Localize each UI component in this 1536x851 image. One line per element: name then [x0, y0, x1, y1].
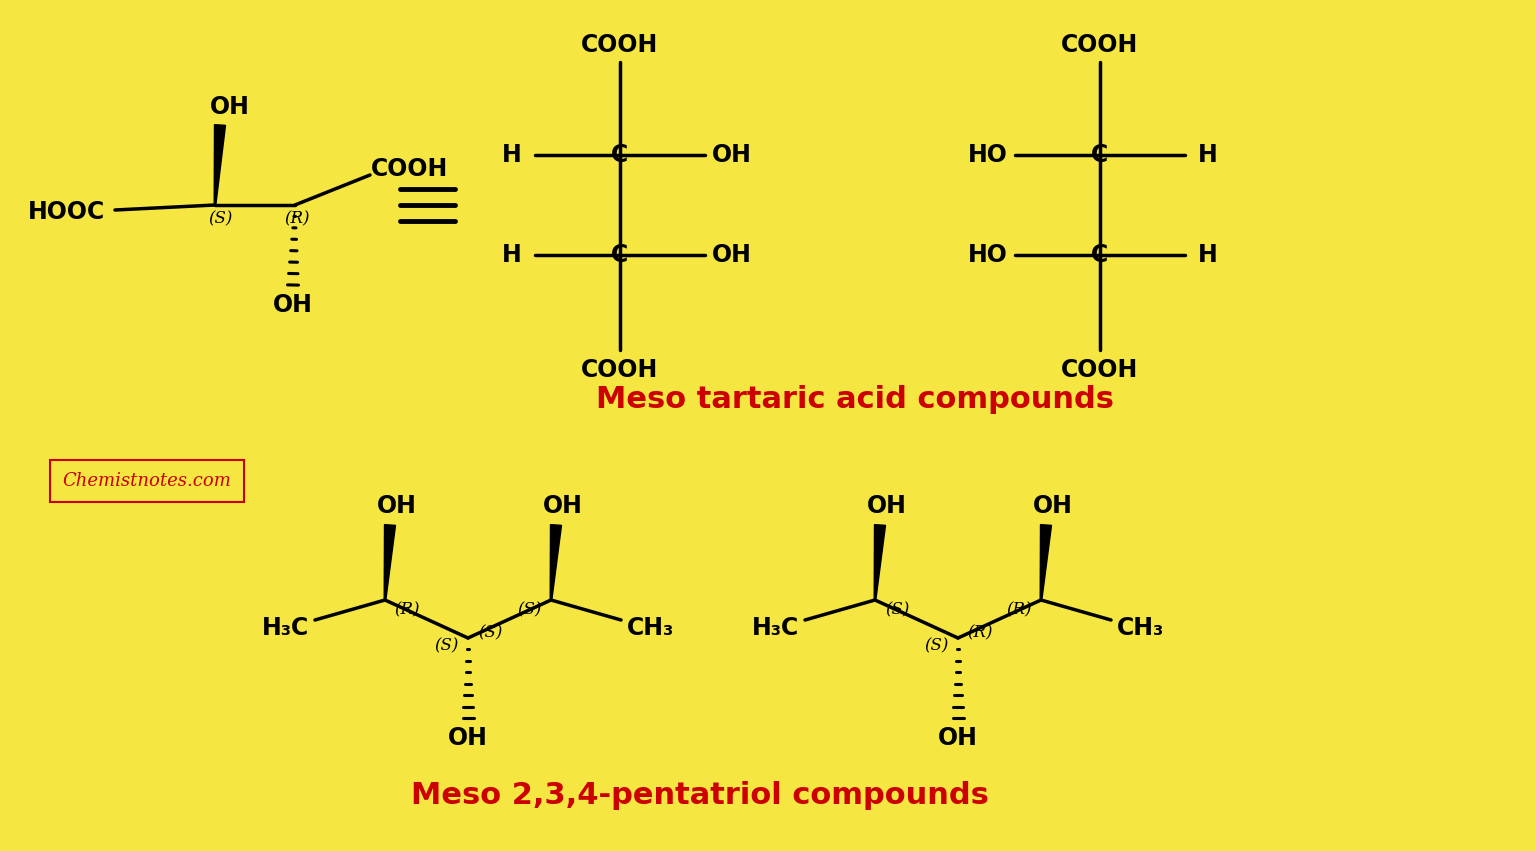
- Text: CH₃: CH₃: [1117, 616, 1164, 640]
- Text: OH: OH: [866, 494, 906, 518]
- Text: OH: OH: [1034, 494, 1074, 518]
- Text: (S): (S): [885, 602, 909, 619]
- Text: OH: OH: [376, 494, 416, 518]
- Text: (R): (R): [968, 625, 992, 642]
- Text: HO: HO: [968, 143, 1008, 167]
- Text: H: H: [1198, 243, 1218, 267]
- Text: (R): (R): [395, 602, 419, 619]
- Text: OH: OH: [210, 95, 250, 119]
- Text: (S): (S): [433, 637, 458, 654]
- Text: COOH: COOH: [1061, 33, 1138, 57]
- Text: COOH: COOH: [581, 33, 659, 57]
- Text: OH: OH: [713, 143, 753, 167]
- Text: OH: OH: [273, 293, 313, 317]
- Text: Chemistnotes.com: Chemistnotes.com: [63, 472, 232, 490]
- Text: (S): (S): [923, 637, 948, 654]
- Text: (R): (R): [284, 210, 310, 227]
- Text: CH₃: CH₃: [627, 616, 674, 640]
- Text: C: C: [1092, 143, 1109, 167]
- FancyBboxPatch shape: [51, 460, 244, 502]
- Text: COOH: COOH: [581, 358, 659, 382]
- Text: COOH: COOH: [1061, 358, 1138, 382]
- Text: (R): (R): [1006, 602, 1032, 619]
- Text: COOH: COOH: [372, 157, 449, 181]
- Text: OH: OH: [449, 726, 488, 750]
- Text: OH: OH: [713, 243, 753, 267]
- Text: H₃C: H₃C: [261, 616, 309, 640]
- Text: C: C: [1092, 243, 1109, 267]
- Text: OH: OH: [938, 726, 978, 750]
- Polygon shape: [1040, 524, 1052, 600]
- Text: (S): (S): [478, 625, 502, 642]
- Text: OH: OH: [544, 494, 584, 518]
- Text: H: H: [1198, 143, 1218, 167]
- Text: H: H: [502, 143, 522, 167]
- Text: C: C: [611, 243, 628, 267]
- Text: C: C: [611, 143, 628, 167]
- Text: (S): (S): [207, 210, 232, 227]
- Polygon shape: [874, 524, 885, 600]
- Text: Meso 2,3,4-pentatriol compounds: Meso 2,3,4-pentatriol compounds: [412, 780, 989, 809]
- Text: Meso tartaric acid compounds: Meso tartaric acid compounds: [596, 386, 1114, 414]
- Text: HO: HO: [968, 243, 1008, 267]
- Polygon shape: [384, 524, 395, 600]
- Polygon shape: [550, 524, 562, 600]
- Text: H₃C: H₃C: [751, 616, 799, 640]
- Text: H: H: [502, 243, 522, 267]
- Text: HOOC: HOOC: [28, 200, 106, 224]
- Text: (S): (S): [516, 602, 541, 619]
- Polygon shape: [214, 124, 226, 205]
